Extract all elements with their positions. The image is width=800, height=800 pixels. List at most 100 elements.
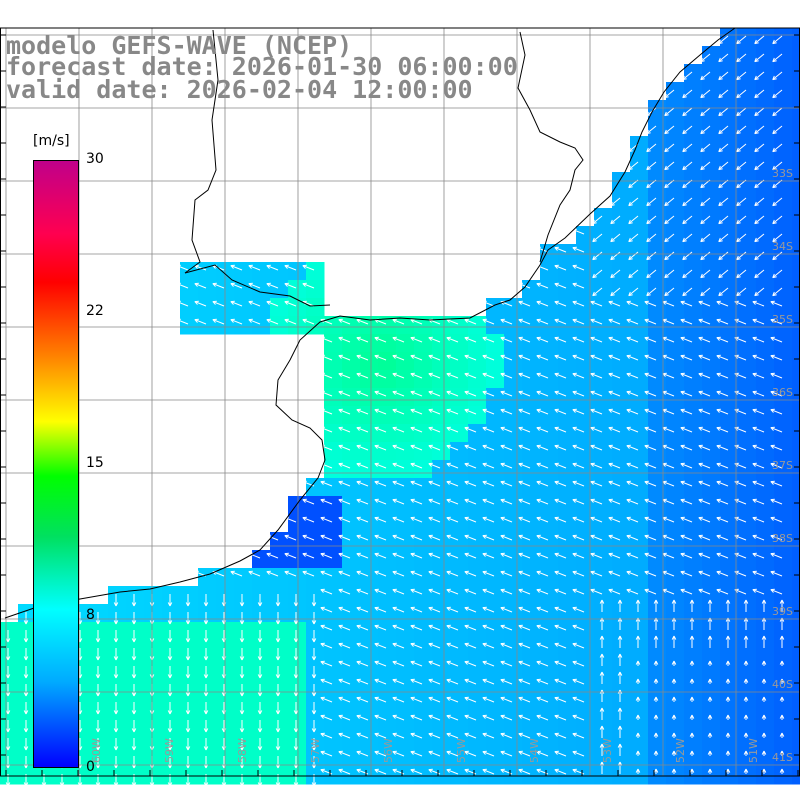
wind-arrow bbox=[698, 498, 711, 505]
wind-arrow bbox=[626, 462, 639, 469]
wind-arrow bbox=[311, 594, 317, 607]
wind-arrow bbox=[554, 300, 567, 307]
wind-speed-cell bbox=[414, 640, 433, 659]
wind-speed-cell bbox=[378, 622, 397, 641]
wind-arrow bbox=[646, 287, 657, 297]
wind-speed-cell bbox=[792, 334, 800, 353]
wind-speed-cell bbox=[720, 100, 739, 119]
wind-arrow bbox=[113, 648, 119, 661]
wind-speed-cell bbox=[558, 748, 577, 767]
wind-arrow bbox=[700, 71, 711, 81]
wind-speed-cell bbox=[630, 658, 649, 677]
wind-arrow bbox=[230, 300, 243, 307]
wind-arrow bbox=[644, 534, 657, 541]
wind-speed-cell bbox=[720, 28, 739, 47]
wind-arrow bbox=[410, 588, 423, 595]
wind-arrow bbox=[95, 612, 101, 625]
wind-speed-cell bbox=[396, 514, 415, 533]
wind-speed-cell bbox=[666, 424, 685, 443]
wind-speed-cell bbox=[702, 766, 721, 785]
wind-speed-cell bbox=[198, 766, 217, 785]
wind-arrow bbox=[464, 696, 477, 703]
wind-arrow bbox=[428, 372, 441, 379]
wind-arrow bbox=[644, 444, 657, 451]
wind-arrow bbox=[518, 606, 531, 613]
wind-arrow bbox=[626, 588, 639, 595]
wind-speed-cell bbox=[180, 730, 199, 749]
wind-arrow bbox=[770, 552, 783, 559]
wind-arrow bbox=[536, 678, 549, 685]
wind-speed-cell bbox=[684, 226, 703, 245]
wind-speed-cell bbox=[180, 298, 199, 317]
wind-arrow bbox=[311, 684, 317, 697]
wind-speed-cell bbox=[396, 460, 415, 479]
wind-arrow bbox=[320, 480, 333, 487]
wind-arrow bbox=[194, 282, 207, 289]
wind-speed-cell bbox=[180, 712, 199, 731]
wind-arrow bbox=[725, 732, 731, 738]
wind-arrow bbox=[554, 516, 567, 523]
wind-arrow bbox=[464, 606, 477, 613]
wind-arrow bbox=[392, 624, 405, 631]
wind-speed-cell bbox=[468, 334, 487, 353]
wind-speed-cell bbox=[288, 622, 307, 641]
wind-speed-cell bbox=[738, 766, 757, 785]
wind-speed-cell bbox=[126, 766, 145, 785]
wind-arrow bbox=[464, 732, 477, 739]
wind-arrow bbox=[680, 570, 693, 577]
wind-speed-cell bbox=[666, 82, 685, 101]
wind-speed-cell bbox=[288, 658, 307, 677]
wind-speed-cell bbox=[774, 766, 793, 785]
wind-arrow bbox=[572, 480, 585, 487]
wind-speed-cell bbox=[180, 604, 199, 623]
wind-arrow bbox=[626, 552, 639, 559]
wind-arrow bbox=[410, 732, 423, 739]
wind-speed-cell bbox=[684, 118, 703, 137]
wind-speed-cell bbox=[774, 244, 793, 263]
wind-speed-cell bbox=[702, 406, 721, 425]
wind-speed-cell bbox=[108, 604, 127, 623]
wind-speed-cell bbox=[342, 550, 361, 569]
wind-arrow bbox=[482, 696, 495, 703]
wind-arrow bbox=[700, 89, 711, 99]
wind-speed-cell bbox=[684, 352, 703, 371]
colorbar-tick: 8 bbox=[86, 607, 95, 623]
wind-speed-cell bbox=[594, 694, 613, 713]
wind-arrow bbox=[608, 372, 621, 379]
wind-arrow bbox=[374, 696, 387, 703]
wind-speed-cell bbox=[522, 352, 541, 371]
wind-arrow bbox=[644, 462, 657, 469]
wind-speed-cell bbox=[756, 550, 775, 569]
wind-arrow bbox=[718, 161, 729, 171]
wind-speed-cell bbox=[432, 730, 451, 749]
wind-speed-cell bbox=[468, 622, 487, 641]
wind-speed-cell bbox=[684, 748, 703, 767]
wind-arrow bbox=[320, 354, 333, 361]
wind-speed-cell bbox=[666, 100, 685, 119]
wind-speed-cell bbox=[288, 730, 307, 749]
wind-speed-cell bbox=[720, 622, 739, 641]
wind-arrow bbox=[392, 444, 405, 451]
wind-arrow bbox=[644, 426, 657, 433]
wind-arrow bbox=[500, 750, 513, 757]
wind-arrow bbox=[644, 372, 657, 379]
wind-arrow bbox=[257, 612, 263, 625]
wind-arrow bbox=[610, 251, 621, 261]
wind-speed-cell bbox=[594, 496, 613, 515]
wind-speed-cell bbox=[486, 496, 505, 515]
wind-speed-cell bbox=[702, 424, 721, 443]
wind-arrow bbox=[464, 588, 477, 595]
wind-speed-cell bbox=[792, 154, 800, 173]
wind-arrow bbox=[482, 318, 495, 325]
wind-speed-cell bbox=[450, 658, 469, 677]
wind-speed-cell bbox=[648, 496, 667, 515]
wind-speed-cell bbox=[684, 280, 703, 299]
wind-speed-cell bbox=[414, 424, 433, 443]
wind-speed-cell bbox=[306, 622, 325, 641]
wind-speed-cell bbox=[594, 550, 613, 569]
wind-speed-cell bbox=[252, 676, 271, 695]
wind-speed-cell bbox=[522, 604, 541, 623]
wind-arrow bbox=[689, 599, 695, 612]
wind-speed-cell bbox=[396, 316, 415, 335]
wind-arrow bbox=[590, 300, 603, 307]
